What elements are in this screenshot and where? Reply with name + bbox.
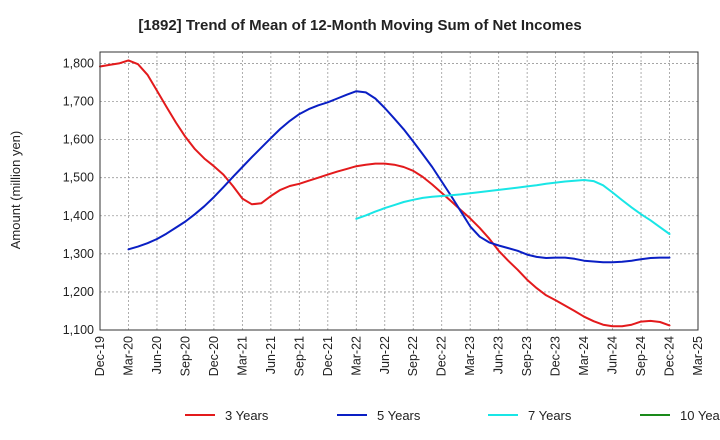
x-tick-label: Mar-22 — [349, 336, 363, 376]
legend-label: 10 Years — [680, 408, 720, 423]
x-tick-label: Sep-23 — [520, 336, 534, 376]
x-tick-label: Jun-21 — [264, 336, 278, 374]
x-tick-label: Dec-21 — [321, 336, 335, 376]
x-tick-label: Dec-24 — [663, 336, 677, 376]
x-tick-label: Sep-22 — [406, 336, 420, 376]
x-tick-label: Mar-23 — [463, 336, 477, 376]
legend-label: 3 Years — [225, 408, 269, 423]
x-tick-label: Dec-23 — [549, 336, 563, 376]
x-tick-label: Jun-23 — [492, 336, 506, 374]
series-line-3-years — [99, 59, 671, 328]
x-tick-label: Mar-24 — [577, 336, 591, 376]
x-tick-label: Mar-25 — [691, 336, 705, 376]
axis-layer: 1,100 1,200 1,300 1,400 1,500 1,600 1,700 1,800… — [63, 51, 705, 376]
series-line-7-years — [355, 179, 671, 235]
x-tick-label: Sep-20 — [178, 336, 192, 376]
x-tick-label: Jun-20 — [150, 336, 164, 374]
y-tick-label: 1,500 — [63, 171, 94, 185]
grid-layer — [99, 52, 699, 331]
y-tick-label: 1,700 — [63, 95, 94, 109]
y-tick-label: 1,100 — [63, 323, 94, 337]
legend-label: 7 Years — [528, 408, 572, 423]
legend-label: 5 Years — [377, 408, 421, 423]
plot-frame — [99, 51, 699, 331]
x-tick-label: Dec-19 — [93, 336, 107, 376]
x-tick-label: Dec-20 — [207, 336, 221, 376]
chart-title: [1892] Trend of Mean of 12-Month Moving … — [138, 17, 581, 34]
y-tick-label: 1,200 — [63, 285, 94, 299]
x-tick-label: Mar-20 — [121, 336, 135, 376]
y-axis-label: Amount (million yen) — [8, 131, 23, 250]
x-tick-label: Sep-24 — [634, 336, 648, 376]
x-tick-label: Sep-21 — [292, 336, 306, 376]
x-tick-label: Jun-24 — [606, 336, 620, 374]
x-tick-label: Dec-22 — [435, 336, 449, 376]
x-tick-label: Jun-22 — [378, 336, 392, 374]
y-tick-label: 1,800 — [63, 56, 94, 70]
series-line-5-years — [127, 90, 671, 264]
series-layer — [99, 59, 671, 328]
x-tick-label: Mar-21 — [235, 336, 249, 376]
y-tick-label: 1,600 — [63, 133, 94, 147]
legend: 3 Years 5 Years 7 Years 10 Years — [185, 408, 720, 423]
y-tick-label: 1,400 — [63, 209, 94, 223]
y-tick-label: 1,300 — [63, 247, 94, 261]
